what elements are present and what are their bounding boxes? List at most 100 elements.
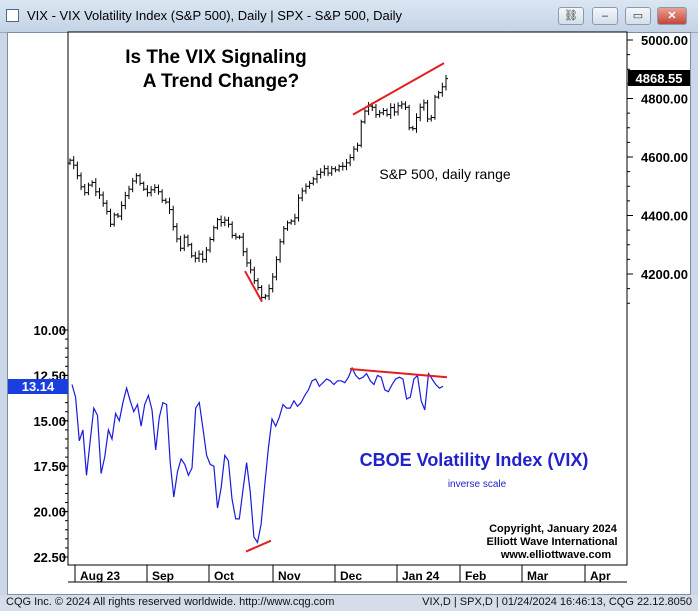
maximize-button[interactable]: ▭ bbox=[625, 7, 651, 25]
price-bar bbox=[307, 180, 312, 189]
copyright-url: www.elliottwave.com bbox=[500, 549, 611, 561]
price-bar bbox=[156, 184, 161, 195]
price-bar bbox=[138, 173, 143, 186]
price-bar bbox=[167, 197, 172, 214]
price-bar bbox=[222, 216, 227, 227]
price-bar bbox=[329, 165, 334, 176]
price-bar bbox=[108, 208, 113, 228]
price-bar bbox=[86, 182, 91, 196]
price-bar bbox=[241, 232, 246, 257]
price-bar bbox=[289, 219, 294, 225]
last-price-box bbox=[628, 70, 690, 86]
price-bar bbox=[392, 103, 397, 116]
price-bar bbox=[414, 113, 419, 133]
price-bar bbox=[377, 109, 382, 118]
vix-inverse-note: inverse scale bbox=[448, 479, 507, 490]
price-bar bbox=[244, 247, 249, 267]
price-bar bbox=[418, 103, 423, 122]
price-bar bbox=[440, 82, 445, 97]
price-bar bbox=[75, 161, 80, 180]
price-bar bbox=[230, 221, 235, 239]
price-bar bbox=[292, 213, 297, 226]
price-bar bbox=[410, 125, 415, 131]
price-bar bbox=[119, 201, 124, 221]
price-bar bbox=[267, 284, 272, 301]
last-vix-box bbox=[8, 379, 68, 394]
price-bar bbox=[385, 108, 390, 117]
price-bar bbox=[270, 273, 275, 293]
chart-title-line-2: A Trend Change? bbox=[143, 71, 300, 92]
chart-title-line-1: Is The VIX Signaling bbox=[125, 47, 307, 68]
price-bar bbox=[344, 159, 349, 171]
minimize-button[interactable]: – bbox=[592, 7, 618, 25]
price-bar bbox=[351, 146, 356, 161]
price-bar bbox=[359, 119, 364, 148]
price-bar bbox=[123, 191, 128, 210]
vix-tick-label: 17.50 bbox=[33, 459, 66, 474]
x-tick-label: Feb bbox=[465, 569, 486, 583]
price-bar bbox=[101, 191, 106, 207]
price-bar bbox=[333, 166, 338, 173]
price-bar bbox=[318, 168, 323, 179]
price-bar bbox=[208, 236, 213, 253]
price-bar bbox=[340, 162, 345, 171]
price-bar bbox=[152, 184, 157, 194]
price-bar bbox=[355, 142, 360, 152]
price-bar bbox=[200, 250, 205, 263]
status-bar: CQG Inc. © 2024 All rights reserved worl… bbox=[0, 595, 698, 611]
x-tick-label: Dec bbox=[340, 569, 362, 583]
price-bar bbox=[93, 178, 98, 197]
copyright-company: Elliott Wave International bbox=[487, 536, 618, 548]
x-tick-label: Mar bbox=[527, 569, 549, 583]
window-titlebar: VIX - VIX Volatility Index (S&P 500), Da… bbox=[0, 0, 698, 33]
x-tick-label: Oct bbox=[214, 569, 234, 583]
price-bar bbox=[193, 251, 198, 263]
price-bar bbox=[104, 200, 109, 215]
price-low-trendline bbox=[244, 270, 263, 303]
price-bar bbox=[215, 217, 220, 230]
price-bar bbox=[160, 189, 165, 203]
price-bar bbox=[278, 238, 283, 263]
price-bar bbox=[226, 216, 231, 228]
price-bar bbox=[149, 186, 154, 197]
price-bar bbox=[204, 246, 209, 263]
price-tick-label: 4800.00 bbox=[641, 92, 688, 107]
price-bar bbox=[285, 220, 290, 231]
price-bar bbox=[90, 180, 95, 188]
price-bar bbox=[421, 99, 426, 111]
price-bar bbox=[189, 242, 194, 258]
price-bar bbox=[82, 183, 87, 196]
price-bar bbox=[71, 156, 76, 170]
price-bar bbox=[362, 109, 367, 124]
price-bar bbox=[178, 235, 183, 252]
price-bar bbox=[303, 183, 308, 194]
price-bar bbox=[432, 94, 437, 120]
price-bar bbox=[274, 256, 279, 281]
vix-tick-label: 20.00 bbox=[33, 505, 66, 520]
price-tick-label: 4200.00 bbox=[641, 267, 688, 282]
price-bar bbox=[112, 212, 117, 227]
plot-area bbox=[67, 31, 628, 566]
vix-tick-label: 10.00 bbox=[33, 323, 66, 338]
link-icon[interactable]: ⛓ bbox=[558, 7, 584, 25]
price-bar bbox=[97, 187, 102, 199]
price-bar bbox=[337, 164, 342, 172]
price-bar bbox=[141, 181, 146, 192]
vix-series-label: CBOE Volatility Index (VIX) bbox=[360, 450, 589, 470]
x-tick-label: Aug 23 bbox=[80, 569, 120, 583]
price-bar bbox=[300, 187, 305, 202]
price-bar bbox=[130, 177, 135, 193]
price-bar bbox=[348, 154, 353, 167]
price-bar bbox=[256, 277, 260, 291]
price-bar bbox=[296, 194, 301, 222]
x-tick-label: Nov bbox=[278, 569, 301, 583]
close-button[interactable]: ✕ bbox=[657, 7, 687, 25]
window-title: VIX - VIX Volatility Index (S&P 500), Da… bbox=[27, 8, 403, 23]
price-bar bbox=[237, 235, 242, 240]
price-tick-label: 4600.00 bbox=[641, 150, 688, 165]
price-bar bbox=[182, 234, 187, 252]
price-bar bbox=[79, 172, 84, 191]
price-bar bbox=[429, 114, 434, 122]
x-tick-label: Sep bbox=[152, 569, 174, 583]
price-bar bbox=[314, 170, 319, 184]
